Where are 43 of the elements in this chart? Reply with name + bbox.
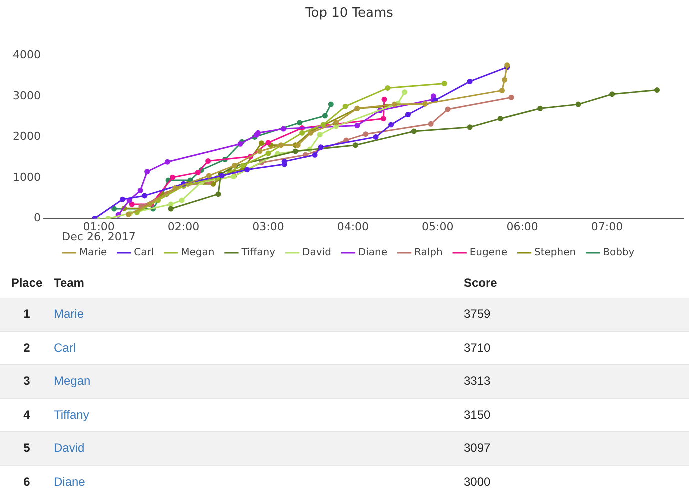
text: 5 bbox=[22, 441, 32, 456]
x-tick-label: 05:00 bbox=[422, 220, 454, 234]
legend-label: David bbox=[302, 248, 332, 259]
legend-label: Marie bbox=[79, 248, 108, 259]
text: Carl bbox=[54, 340, 78, 355]
x-tick-label: 06:00 bbox=[506, 220, 538, 234]
legend-label: Ralph bbox=[414, 248, 443, 259]
y-tick-label: 1000 bbox=[12, 170, 41, 184]
text: 6 bbox=[22, 474, 32, 489]
text: 4 bbox=[22, 408, 32, 422]
x-tick-label: 02:00 bbox=[168, 220, 200, 234]
x-tick-label: 07:00 bbox=[591, 220, 624, 234]
chart-title: Top 10 Teams bbox=[304, 6, 394, 22]
legend-label: Eugene bbox=[470, 248, 508, 259]
text: 1 bbox=[22, 307, 32, 322]
text: 3150 bbox=[464, 408, 491, 422]
text: Megan bbox=[54, 374, 92, 388]
text: Score bbox=[464, 276, 498, 290]
legend-label: Carl bbox=[134, 248, 154, 259]
text: 3 bbox=[22, 374, 32, 388]
y-tick-label: 4000 bbox=[12, 48, 41, 62]
x-tick-label: 04:00 bbox=[337, 220, 370, 234]
y-tick-label: 2000 bbox=[12, 130, 41, 144]
text: Tiffany bbox=[54, 408, 90, 422]
y-tick-label: 0 bbox=[34, 212, 41, 225]
text: 3097 bbox=[464, 441, 491, 456]
text: 3759 bbox=[464, 307, 491, 322]
text: 3000 bbox=[464, 474, 491, 489]
text: Marie bbox=[54, 307, 86, 322]
y-tick-label: 3000 bbox=[12, 89, 41, 102]
legend-label: Bobby bbox=[603, 248, 635, 259]
text: 2 bbox=[22, 340, 32, 355]
text: 3313 bbox=[464, 374, 491, 388]
text: 3710 bbox=[464, 340, 491, 355]
legend-label: Megan bbox=[181, 248, 215, 259]
text: Place bbox=[10, 276, 44, 290]
legend-label: Diane bbox=[358, 248, 388, 259]
text: Diane bbox=[54, 474, 86, 489]
text: Team bbox=[54, 276, 86, 290]
legend-label: Stephen bbox=[534, 248, 576, 259]
x-tick-label: 03:00 bbox=[252, 220, 284, 234]
text: David bbox=[54, 441, 86, 456]
legend-label: Tiffany bbox=[240, 248, 276, 259]
